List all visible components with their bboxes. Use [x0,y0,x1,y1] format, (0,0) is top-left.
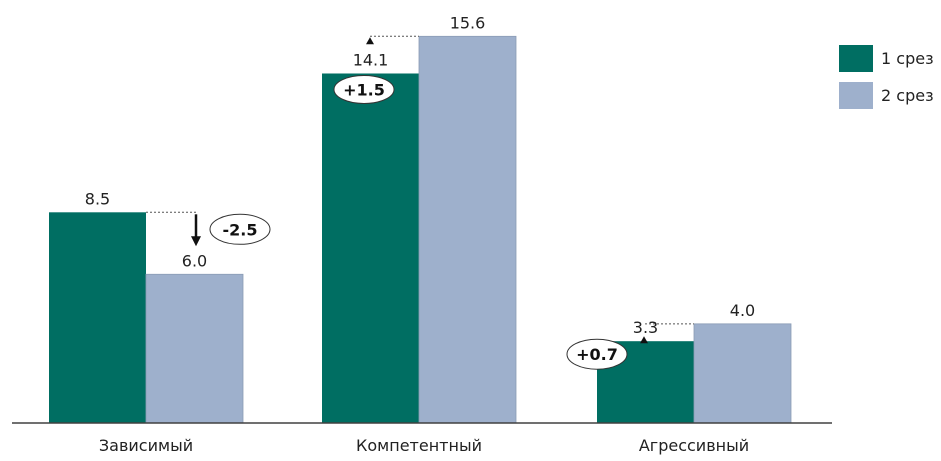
bar-1-1 [322,73,419,423]
value-label-series2-2: 4.0 [730,301,755,320]
legend-label-1: 1 срез [881,49,934,68]
value-label-series1-2: 3.3 [633,318,658,337]
x-tick-label-1: Компетентный [356,436,482,455]
value-label-series1-1: 14.1 [353,50,389,69]
difference-label-0: -2.5 [223,220,258,239]
bar-1-0 [49,212,146,423]
value-label-series1-0: 8.5 [85,189,110,208]
bar-2-1 [418,35,517,424]
x-tick-label-2: Агрессивный [639,436,749,455]
difference-label-1: +1.5 [343,80,385,99]
arrow-up-icon-1 [366,37,374,45]
legend-swatch-2 [839,82,873,109]
legend: 1 срез 2 срез [839,45,934,109]
difference-badge-2 [566,338,628,370]
arrow-up-icon-2 [640,336,648,344]
difference-label-2: +0.7 [576,345,618,364]
value-label-series2-1: 15.6 [450,13,486,32]
bar-2-2 [693,323,792,424]
difference-badge-0 [209,213,271,245]
annotations-layer: 8.5 6.0 -2.5 14.1 15.6 +1.5 3.3 4.0 +0.7 [85,13,755,370]
x-tick-label-0: Зависимый [99,436,193,455]
x-axis-labels: Зависимый Компетентный Агрессивный [99,436,749,455]
value-label-series2-0: 6.0 [182,251,207,270]
legend-label-2: 2 срез [881,86,934,105]
bars-layer [49,35,792,424]
difference-badge-1 [333,74,395,104]
arrow-down-icon-0 [191,236,201,247]
bar-2-0 [145,273,244,424]
legend-swatch-1 [839,45,873,72]
